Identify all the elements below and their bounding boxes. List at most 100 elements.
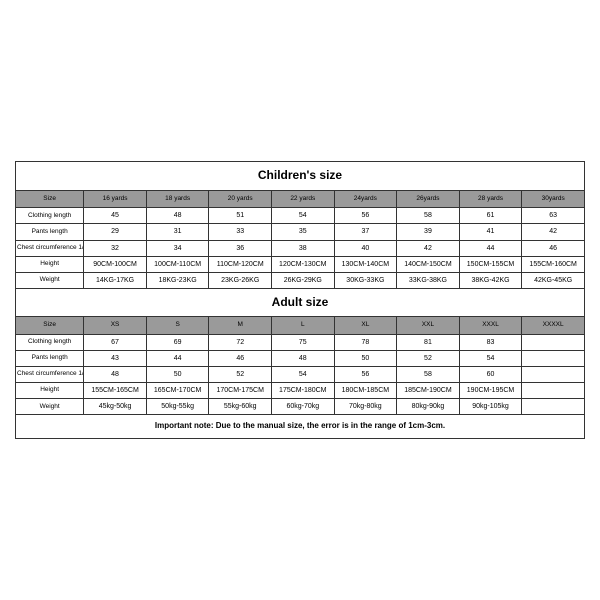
- cell: 75: [272, 334, 335, 350]
- row-label: Clothing length: [16, 334, 84, 350]
- cell: 45: [84, 208, 147, 224]
- cell: 170CM-175CM: [209, 383, 272, 399]
- cell: 60: [459, 367, 522, 383]
- size-chart-container: Children's size Size 16 yards 18 yards 2…: [15, 161, 585, 438]
- adult-header-5: XL: [334, 317, 397, 334]
- children-header-8: 30yards: [522, 190, 585, 207]
- cell: 100CM-110CM: [146, 256, 209, 272]
- cell: 61: [459, 208, 522, 224]
- cell: 37: [334, 224, 397, 240]
- row-label: Chest circumference 1/2: [16, 240, 84, 256]
- cell: 69: [146, 334, 209, 350]
- cell: 33KG-38KG: [397, 272, 460, 288]
- cell: 34: [146, 240, 209, 256]
- children-header-4: 22 yards: [272, 190, 335, 207]
- cell: [522, 350, 585, 366]
- cell: 175CM-180CM: [272, 383, 335, 399]
- cell: 50: [334, 350, 397, 366]
- cell: 150CM-155CM: [459, 256, 522, 272]
- children-row-0: Clothing length 45 48 51 54 56 58 61 63: [16, 208, 585, 224]
- note-text: Important note: Due to the manual size, …: [16, 415, 585, 438]
- cell: 51: [209, 208, 272, 224]
- cell: 14KG-17KG: [84, 272, 147, 288]
- cell: 155CM-165CM: [84, 383, 147, 399]
- children-header-0: Size: [16, 190, 84, 207]
- cell: 35: [272, 224, 335, 240]
- cell: 80kg-90kg: [397, 399, 460, 415]
- adult-header-4: L: [272, 317, 335, 334]
- cell: 56: [334, 367, 397, 383]
- cell: 58: [397, 208, 460, 224]
- cell: 155CM-160CM: [522, 256, 585, 272]
- adult-title: Adult size: [16, 288, 585, 317]
- row-label: Clothing length: [16, 208, 84, 224]
- cell: 90CM-100CM: [84, 256, 147, 272]
- cell: 30KG-33KG: [334, 272, 397, 288]
- cell: 46: [522, 240, 585, 256]
- adult-header-2: S: [146, 317, 209, 334]
- adult-header-3: M: [209, 317, 272, 334]
- adult-header-7: XXXL: [459, 317, 522, 334]
- children-title-row: Children's size: [16, 162, 585, 191]
- children-title: Children's size: [16, 162, 585, 191]
- row-label: Weight: [16, 399, 84, 415]
- row-label: Pants length: [16, 350, 84, 366]
- cell: 67: [84, 334, 147, 350]
- children-row-3: Height 90CM-100CM 100CM-110CM 110CM-120C…: [16, 256, 585, 272]
- cell: 180CM-185CM: [334, 383, 397, 399]
- cell: 70kg-80kg: [334, 399, 397, 415]
- cell: 31: [146, 224, 209, 240]
- size-table: Children's size Size 16 yards 18 yards 2…: [15, 161, 585, 438]
- row-label: Height: [16, 256, 84, 272]
- cell: 55kg-60kg: [209, 399, 272, 415]
- cell: 26KG-29KG: [272, 272, 335, 288]
- adult-title-row: Adult size: [16, 288, 585, 317]
- cell: 90kg-105kg: [459, 399, 522, 415]
- adult-row-1: Pants length 43 44 46 48 50 52 54: [16, 350, 585, 366]
- cell: 60kg-70kg: [272, 399, 335, 415]
- cell: 56: [334, 208, 397, 224]
- cell: 44: [146, 350, 209, 366]
- cell: 120CM-130CM: [272, 256, 335, 272]
- cell: 50: [146, 367, 209, 383]
- adult-row-2: Chest circumference 1/2 48 50 52 54 56 5…: [16, 367, 585, 383]
- row-label: Height: [16, 383, 84, 399]
- cell: 48: [84, 367, 147, 383]
- cell: [522, 399, 585, 415]
- cell: 38: [272, 240, 335, 256]
- children-header-2: 18 yards: [146, 190, 209, 207]
- cell: 36: [209, 240, 272, 256]
- children-header-6: 26yards: [397, 190, 460, 207]
- adult-header-8: XXXXL: [522, 317, 585, 334]
- adult-row-0: Clothing length 67 69 72 75 78 81 83: [16, 334, 585, 350]
- cell: 110CM-120CM: [209, 256, 272, 272]
- adult-header-1: XS: [84, 317, 147, 334]
- cell: 33: [209, 224, 272, 240]
- children-row-1: Pants length 29 31 33 35 37 39 41 42: [16, 224, 585, 240]
- cell: 43: [84, 350, 147, 366]
- row-label: Pants length: [16, 224, 84, 240]
- cell: 32: [84, 240, 147, 256]
- cell: 185CM-190CM: [397, 383, 460, 399]
- cell: 130CM-140CM: [334, 256, 397, 272]
- children-header-3: 20 yards: [209, 190, 272, 207]
- cell: [522, 367, 585, 383]
- cell: 63: [522, 208, 585, 224]
- cell: 44: [459, 240, 522, 256]
- adult-row-3: Height 155CM-165CM 165CM-170CM 170CM-175…: [16, 383, 585, 399]
- cell: [522, 383, 585, 399]
- cell: 52: [209, 367, 272, 383]
- children-row-2: Chest circumference 1/2 32 34 36 38 40 4…: [16, 240, 585, 256]
- cell: 140CM-150CM: [397, 256, 460, 272]
- note-row: Important note: Due to the manual size, …: [16, 415, 585, 438]
- children-header-row: Size 16 yards 18 yards 20 yards 22 yards…: [16, 190, 585, 207]
- cell: 23KG-26KG: [209, 272, 272, 288]
- cell: 42KG-45KG: [522, 272, 585, 288]
- cell: 58: [397, 367, 460, 383]
- children-header-7: 28 yards: [459, 190, 522, 207]
- cell: 39: [397, 224, 460, 240]
- children-header-5: 24yards: [334, 190, 397, 207]
- row-label: Weight: [16, 272, 84, 288]
- cell: 48: [272, 350, 335, 366]
- adult-header-0: Size: [16, 317, 84, 334]
